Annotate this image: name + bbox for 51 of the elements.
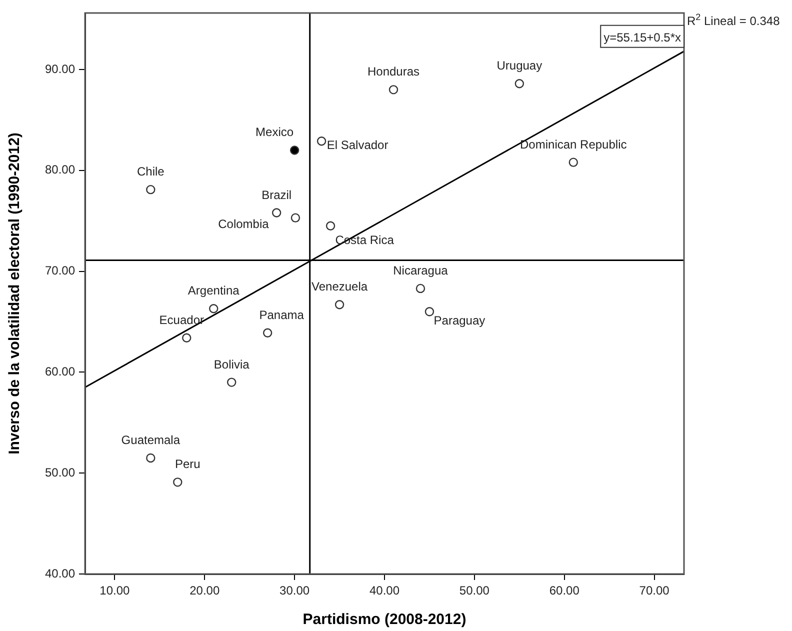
- point: [290, 213, 300, 222]
- annotation: Mexico: [256, 125, 294, 140]
- point: [146, 453, 156, 463]
- annotation: El Salvador: [326, 138, 388, 152]
- annotation: Peru: [174, 457, 200, 472]
- point: [568, 158, 578, 167]
- x-tick-label: 10.00: [100, 584, 130, 598]
- point: [388, 85, 398, 94]
- annotation: Argentina: [188, 284, 240, 298]
- point: [416, 284, 426, 294]
- annotation: Honduras: [367, 64, 420, 79]
- annotation: Dominican Republic: [520, 137, 627, 152]
- annotation: Uruguay: [496, 58, 542, 73]
- point: [209, 304, 218, 314]
- y-tick-label: 70.00: [44, 264, 76, 278]
- y-tick-label: 90.00: [44, 62, 76, 76]
- annotation: Venezuela: [312, 280, 368, 294]
- x-tick-label: 30.00: [280, 584, 310, 598]
- annotation: Brazil: [262, 188, 292, 202]
- x-axis-title: Partidismo (2008-2012): [302, 611, 466, 628]
- point: [514, 79, 524, 88]
- annotation: Ecuador: [159, 312, 204, 327]
- y-tick-label: 40.00: [44, 566, 76, 580]
- point: [262, 328, 272, 338]
- x-tick-label: 20.00: [190, 584, 220, 598]
- annotation: Panama: [259, 308, 304, 322]
- y-tick-label: 50.00: [44, 465, 76, 480]
- annotation: y=55.15+0.5*x: [604, 30, 682, 44]
- x-tick-label: 60.00: [549, 584, 580, 598]
- y-tick-label: 80.00: [44, 162, 76, 177]
- point: [146, 184, 156, 194]
- point: [424, 307, 434, 316]
- y-axis-title: Inverso de la volatilidad electoral (1990-2012): [6, 132, 24, 454]
- point: [182, 333, 192, 342]
- point: [290, 146, 300, 155]
- annotation: Paraguay: [434, 314, 486, 328]
- annotation: Chile: [136, 164, 165, 179]
- point: [227, 378, 236, 387]
- annotation: Guatemala: [121, 432, 180, 447]
- annotation: Colombia: [218, 216, 270, 231]
- annotation: Nicaragua: [393, 263, 448, 278]
- x-tick-label: 70.00: [639, 584, 670, 598]
- y-tick-label: 60.00: [44, 364, 76, 379]
- x-tick-label: 40.00: [369, 584, 400, 598]
- point: [316, 136, 326, 146]
- point: [272, 208, 282, 218]
- point: [334, 300, 344, 310]
- point: [326, 221, 336, 230]
- point: [173, 478, 182, 487]
- x-tick-label: 50.00: [459, 584, 490, 598]
- annotation: Bolivia: [214, 357, 250, 372]
